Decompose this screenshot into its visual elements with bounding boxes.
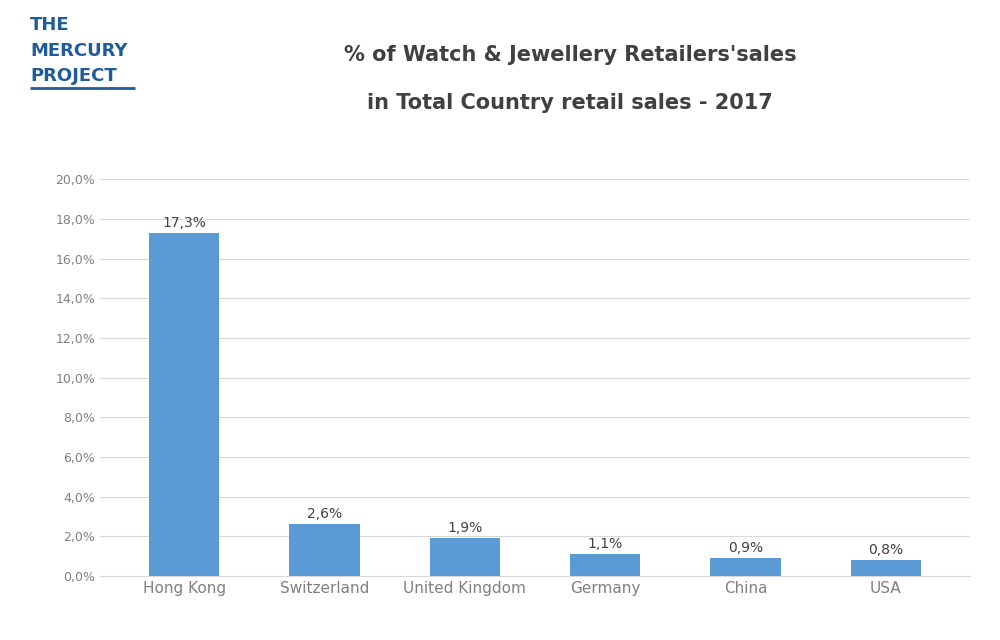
Text: 0,9%: 0,9% <box>728 541 763 555</box>
Text: MERCURY: MERCURY <box>30 42 128 60</box>
Text: 2,6%: 2,6% <box>307 508 342 522</box>
Bar <box>570 554 640 576</box>
Bar <box>851 560 921 576</box>
Bar <box>289 524 360 576</box>
Text: 0,8%: 0,8% <box>868 543 903 557</box>
Text: PROJECT: PROJECT <box>30 67 117 85</box>
Text: THE: THE <box>30 16 70 34</box>
Text: 17,3%: 17,3% <box>162 216 206 230</box>
Text: 1,1%: 1,1% <box>588 537 623 551</box>
Bar <box>710 558 781 576</box>
Text: % of Watch & Jewellery Retailers'sales: % of Watch & Jewellery Retailers'sales <box>344 45 796 65</box>
Bar <box>430 538 500 576</box>
Bar <box>149 233 219 576</box>
Text: 1,9%: 1,9% <box>447 522 482 535</box>
Text: in Total Country retail sales - 2017: in Total Country retail sales - 2017 <box>367 93 773 113</box>
